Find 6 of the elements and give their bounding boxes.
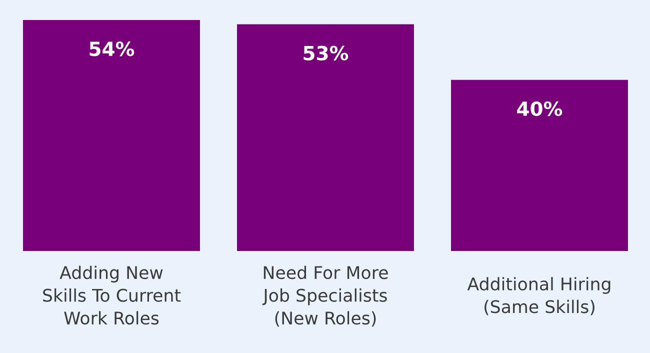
data-label: 40% [517,101,562,116]
data-label: 53% [304,46,348,60]
x-tick-label: Additional Hiring (Same Skills) [467,277,610,316]
x-tick-label: Adding New Skills To Current Work Roles [43,266,181,325]
x-tick-label: Need For More Job Specialists (New Roles) [262,266,388,327]
data-label: 54% [90,41,134,56]
